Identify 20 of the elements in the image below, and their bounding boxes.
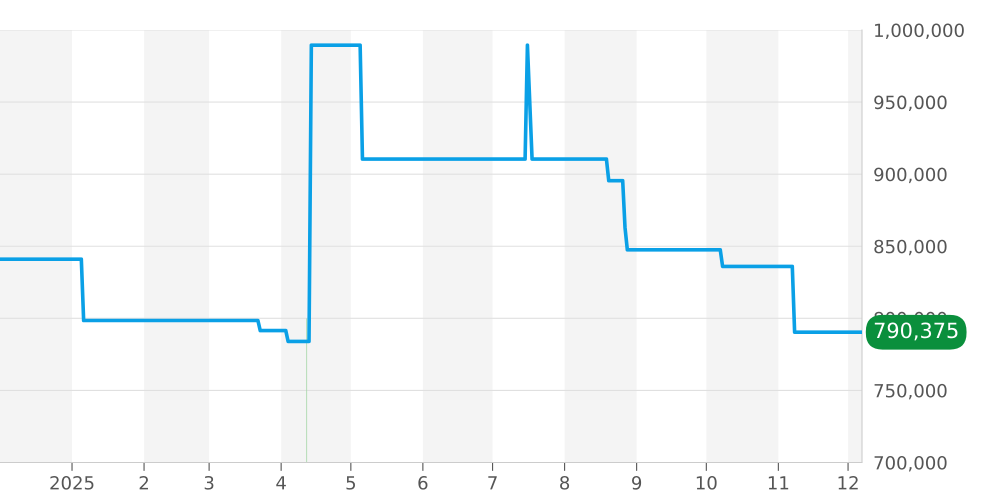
x-tick-label: 9 xyxy=(632,476,642,490)
x-tick-label: 11 xyxy=(768,476,788,490)
x-tick-label: 2025 xyxy=(50,476,94,490)
x-tick-label: 12 xyxy=(838,476,858,490)
x-tick-label: 7 xyxy=(488,476,497,490)
x-tick-label: 10 xyxy=(696,476,717,490)
x-tick-label: 2 xyxy=(140,476,148,490)
y-tick-label: 700,000 xyxy=(874,456,947,472)
y-tick-label: 950,000 xyxy=(874,96,947,112)
x-tick-label: 3 xyxy=(204,476,214,490)
x-tick-label: 8 xyxy=(560,476,570,490)
y-tick-label: 1,000,000 xyxy=(875,23,964,39)
y-tick-label: 750,000 xyxy=(874,384,947,400)
x-tick-label: 5 xyxy=(346,476,356,490)
line-series xyxy=(0,43,862,344)
y-tick-label: 900,000 xyxy=(874,168,947,184)
y-tick-label: 850,000 xyxy=(874,240,947,256)
x-tick-label: 6 xyxy=(418,476,428,490)
x-tick-label: 4 xyxy=(276,476,286,490)
annotation: 790,375 xyxy=(874,322,958,340)
